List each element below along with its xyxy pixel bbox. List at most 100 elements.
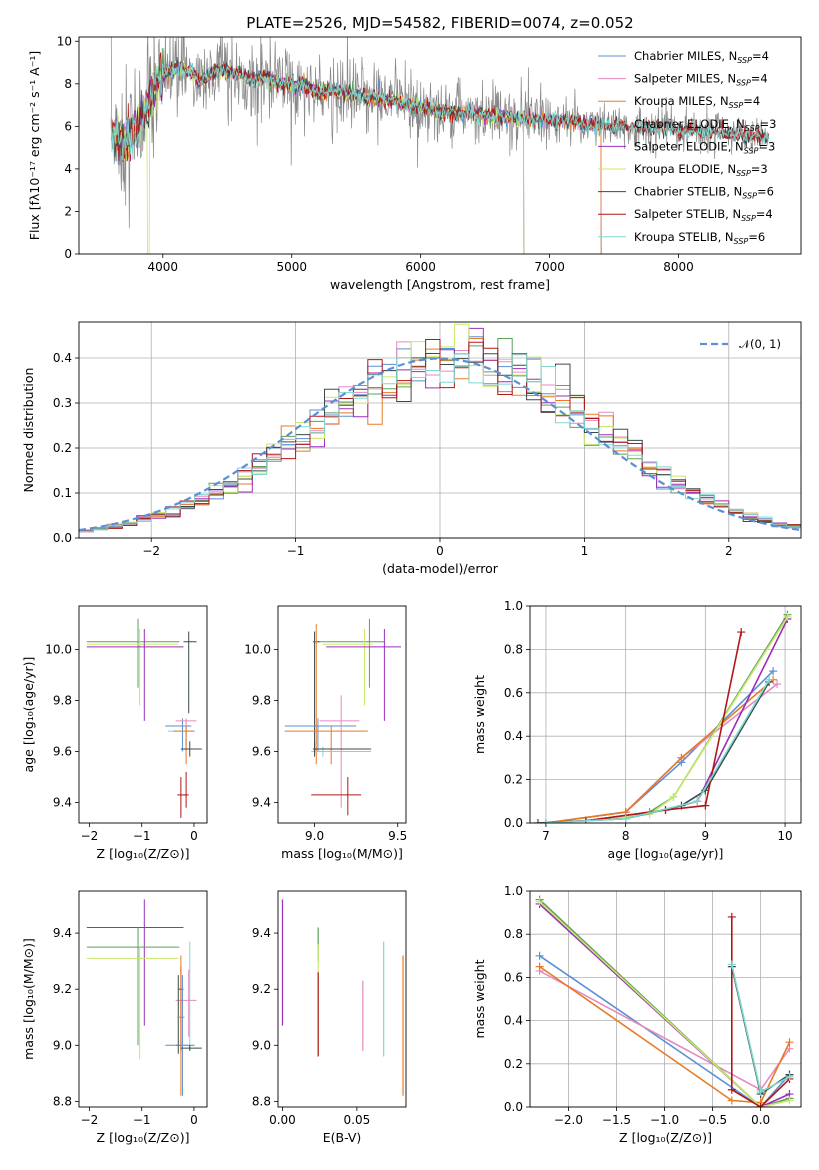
x-tick-label: 8	[622, 829, 630, 843]
y-tick-label: 9.6	[53, 745, 72, 759]
series-line-kroupa_stelib	[545, 679, 770, 823]
y-tick-label: 9.4	[252, 926, 271, 940]
data-point-marker	[693, 797, 702, 806]
data-point-marker	[785, 1072, 794, 1081]
y-tick-label: 0.0	[53, 531, 72, 545]
axes-frame	[529, 605, 802, 824]
series-line-chabrier_elodie	[585, 614, 789, 822]
axes-frame	[529, 890, 802, 1108]
data-point-marker	[727, 1096, 736, 1105]
y-tick-label: 9.4	[53, 926, 72, 940]
legend-entry: Kroupa STELIB, NSSP=6	[634, 230, 765, 246]
x-tick-label: 8000	[663, 260, 694, 274]
x-tick-label: 10	[777, 829, 792, 843]
series-line-kroupa_miles	[539, 965, 791, 1104]
y-tick-label: 8	[64, 77, 72, 91]
panel-age-vs-mass: 9.0 9.5 9.4 9.6 9.8 10.0 mass [log₁₀(M/M⊙)]	[244, 605, 407, 861]
y-axis-label: Flux [fλ10⁻¹⁷ erg cm⁻² s⁻¹ A⁻¹]	[27, 51, 42, 240]
data-point-marker	[727, 960, 736, 969]
series-line-chabrier_elodie	[539, 899, 790, 1107]
x-tick-label: −1	[287, 544, 305, 558]
y-tick-label: 0.6	[504, 970, 523, 984]
y-tick-label: 2	[64, 204, 72, 218]
y-tick-label: 10.0	[244, 642, 271, 656]
x-tick-label: 0	[190, 1113, 198, 1127]
x-tick-label: 5000	[276, 260, 307, 274]
panel-age-vs-z: −2 −1 0 9.4 9.6 9.8 10.0 Z [log₁₀(Z/Z⊙)] age [lo…	[21, 605, 208, 861]
y-tick-label: 0.1	[53, 486, 72, 500]
x-tick-label: −1	[133, 829, 151, 843]
panel-residuals: −2 −1 0 1 2 0.0 0.1 0.2 0.3 0.4 (data-model)/error…	[21, 321, 802, 576]
legend-entry: Salpeter MILES, NSSP=4	[634, 72, 768, 88]
series-line-kroupa_miles	[545, 679, 774, 823]
x-tick-label: −1	[133, 1113, 151, 1127]
data-point-marker	[535, 962, 544, 971]
y-tick-label: 1.0	[504, 599, 523, 613]
x-tick-label: 4000	[148, 260, 179, 274]
y-axis-label: mass weight	[472, 959, 487, 1038]
y-tick-label: 9.0	[53, 1038, 72, 1052]
x-tick-label: 2	[725, 544, 733, 558]
normal-curve	[79, 357, 801, 532]
y-tick-label: 10	[57, 34, 72, 48]
y-tick-label: 9.8	[252, 693, 271, 707]
chart-title: PLATE=2526, MJD=54582, FIBERID=0074, z=0…	[246, 14, 633, 32]
series-line-salpeter_stelib	[731, 916, 791, 1107]
y-axis-label: mass [log₁₀(M/M⊙)]	[21, 938, 36, 1060]
x-tick-label: −2.0	[554, 1113, 583, 1127]
plot-area	[533, 610, 792, 823]
data-point-marker	[769, 667, 778, 676]
legend-entry: Chabrier ELODIE, NSSP=3	[634, 117, 776, 133]
y-tick-label: 0.6	[504, 686, 523, 700]
x-tick-label: 0.05	[344, 1113, 371, 1127]
legend-entry: Kroupa ELODIE, NSSP=3	[634, 162, 768, 178]
y-tick-label: 6	[64, 119, 72, 133]
y-tick-label: 9.8	[53, 693, 72, 707]
plot-area	[281, 899, 404, 1096]
y-tick-label: 0.4	[504, 1014, 523, 1028]
x-axis-label: (data-model)/error	[382, 561, 499, 576]
series-line-salpeter_elodie	[539, 903, 790, 1107]
panel-massweight-vs-z: −2.0 −1.5 −1.0 −0.5 0.0 0.0 0.2 0.4 0.6 0.8 1.0 Z […	[472, 884, 802, 1145]
x-tick-label: −1.5	[602, 1113, 631, 1127]
y-tick-label: 0	[64, 247, 72, 261]
histogram-kroupa_stelib	[79, 353, 801, 532]
legend-entry: Salpeter ELODIE, NSSP=3	[634, 139, 775, 155]
data-point-marker	[535, 897, 544, 906]
x-tick-label: 9	[702, 829, 710, 843]
y-tick-label: 9.0	[252, 1038, 271, 1052]
data-point-marker	[669, 792, 678, 801]
y-tick-label: 0.0	[504, 1100, 523, 1114]
panel-massweight-vs-age: 7 8 9 10 0.0 0.2 0.4 0.6 0.8 1.0 age [log₁₀(age/yr…	[472, 599, 802, 861]
data-point-marker	[677, 753, 686, 762]
data-point-marker	[621, 814, 630, 823]
data-point-marker	[541, 819, 550, 823]
model-spectrum-salpeter_stelib	[110, 52, 770, 163]
x-tick-label: −1.0	[650, 1113, 679, 1127]
data-point-marker	[783, 612, 792, 621]
x-tick-label: 0	[190, 829, 198, 843]
axes-frame	[277, 890, 407, 1108]
data-point-marker	[756, 1103, 765, 1107]
x-tick-label: −2	[81, 829, 99, 843]
x-axis-label: mass [log₁₀(M/M⊙)]	[281, 846, 403, 861]
x-tick-label: 1	[581, 544, 589, 558]
y-tick-label: 9.2	[53, 982, 72, 996]
data-point-marker	[737, 628, 746, 637]
legend-entry: Kroupa MILES, NSSP=4	[634, 94, 760, 110]
y-tick-label: 0.2	[504, 1057, 523, 1071]
axes-frame	[78, 36, 802, 255]
y-tick-label: 9.2	[252, 982, 271, 996]
x-tick-label: 7000	[534, 260, 565, 274]
legend-entry: Salpeter STELIB, NSSP=4	[634, 207, 773, 223]
y-tick-label: 0.2	[53, 441, 72, 455]
data-point-marker	[785, 1096, 794, 1105]
y-tick-label: 0.4	[504, 729, 523, 743]
y-tick-label: 0.8	[504, 642, 523, 656]
plot-area	[86, 618, 202, 818]
data-point-marker	[727, 912, 736, 921]
y-tick-label: 9.4	[53, 796, 72, 810]
data-point-marker	[535, 951, 544, 960]
x-tick-label: 7	[542, 829, 550, 843]
